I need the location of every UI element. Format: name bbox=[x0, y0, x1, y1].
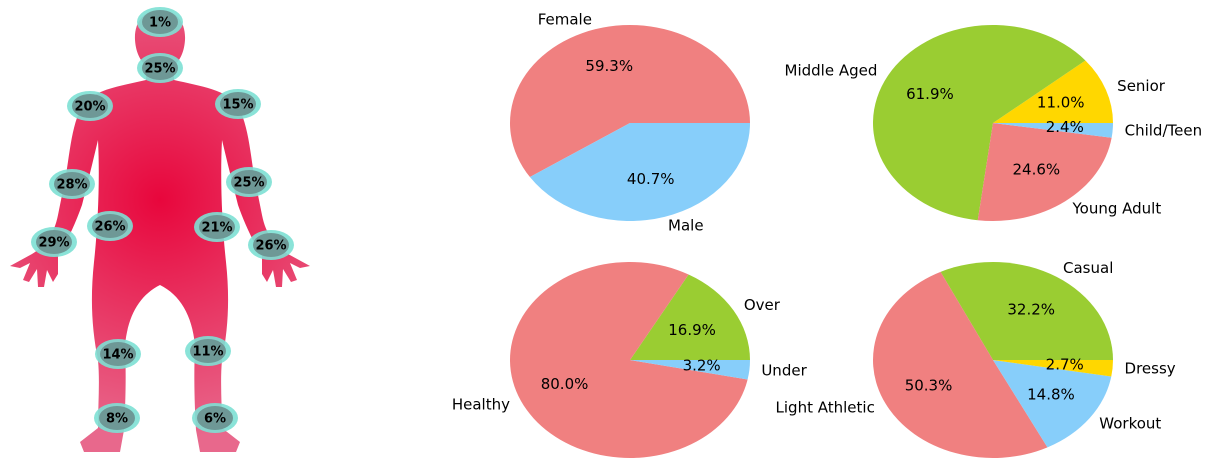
pie-pct: 2.4% bbox=[1046, 118, 1084, 136]
pie-pct: 80.0% bbox=[541, 375, 589, 393]
pie-label: Dressy bbox=[1125, 360, 1176, 378]
marker-label: 14% bbox=[102, 348, 133, 363]
pie-label: Child/Teen bbox=[1125, 122, 1202, 140]
pie-label: Middle Aged bbox=[785, 62, 878, 80]
pie-chart: Senior 11.0% Middle Aged 61.9% Young Adult 24… bbox=[785, 25, 1203, 221]
pie-pct: 24.6% bbox=[1013, 160, 1061, 178]
marker-label: 21% bbox=[201, 221, 232, 236]
pie-label: Healthy bbox=[452, 395, 510, 413]
marker-label: 6% bbox=[204, 412, 226, 427]
pie-pct: 14.8% bbox=[1027, 385, 1075, 403]
pie-label: Under bbox=[761, 361, 807, 379]
marker-label: 20% bbox=[74, 100, 105, 115]
marker-label: 11% bbox=[192, 345, 223, 360]
marker-label: 25% bbox=[144, 62, 175, 77]
pie-pct: 59.3% bbox=[585, 57, 633, 75]
pie-label: Casual bbox=[1063, 259, 1113, 277]
pie-chart: Female 59.3% Male 40.7% bbox=[510, 10, 750, 234]
pies: Female 59.3% Male 40.7% Senior 11.0% Middle Ag… bbox=[452, 10, 1202, 458]
pie-pct: 32.2% bbox=[1007, 301, 1055, 319]
pie-pct: 11.0% bbox=[1037, 94, 1085, 112]
pie-pct: 16.9% bbox=[668, 321, 716, 339]
pie-pct: 40.7% bbox=[627, 170, 675, 188]
marker-label: 28% bbox=[56, 178, 87, 193]
pie-pct: 50.3% bbox=[905, 377, 953, 395]
pie-chart: Over 16.9% Healthy 80.0% Under 3.2% bbox=[452, 262, 808, 458]
marker-label: 1% bbox=[149, 16, 171, 31]
marker-label: 26% bbox=[94, 220, 125, 235]
pie-label: Light Athletic bbox=[776, 399, 875, 417]
marker-label: 25% bbox=[233, 176, 264, 191]
marker-label: 8% bbox=[106, 412, 128, 427]
marker-label: 26% bbox=[255, 239, 286, 254]
body-seam bbox=[158, 12, 162, 284]
marker-label: 15% bbox=[222, 98, 253, 113]
pie-label: Young Adult bbox=[1071, 200, 1161, 218]
pie-pct: 61.9% bbox=[906, 85, 954, 103]
pie-label: Workout bbox=[1099, 414, 1161, 432]
pie-pct: 3.2% bbox=[683, 356, 721, 374]
pie-label: Female bbox=[538, 10, 592, 28]
marker-label: 29% bbox=[38, 236, 69, 251]
pie-label: Senior bbox=[1117, 77, 1166, 95]
pie-pct: 2.7% bbox=[1046, 355, 1084, 373]
pie-label: Over bbox=[744, 296, 781, 314]
pie-chart: Casual 32.2% Light Athletic 50.3% Workout 14.… bbox=[776, 259, 1176, 458]
body-half bbox=[10, 10, 160, 452]
page: 1%25%20%15%28%25%26%21%29%26%14%11%8%6% … bbox=[0, 0, 1223, 459]
pie-label: Male bbox=[668, 217, 704, 235]
